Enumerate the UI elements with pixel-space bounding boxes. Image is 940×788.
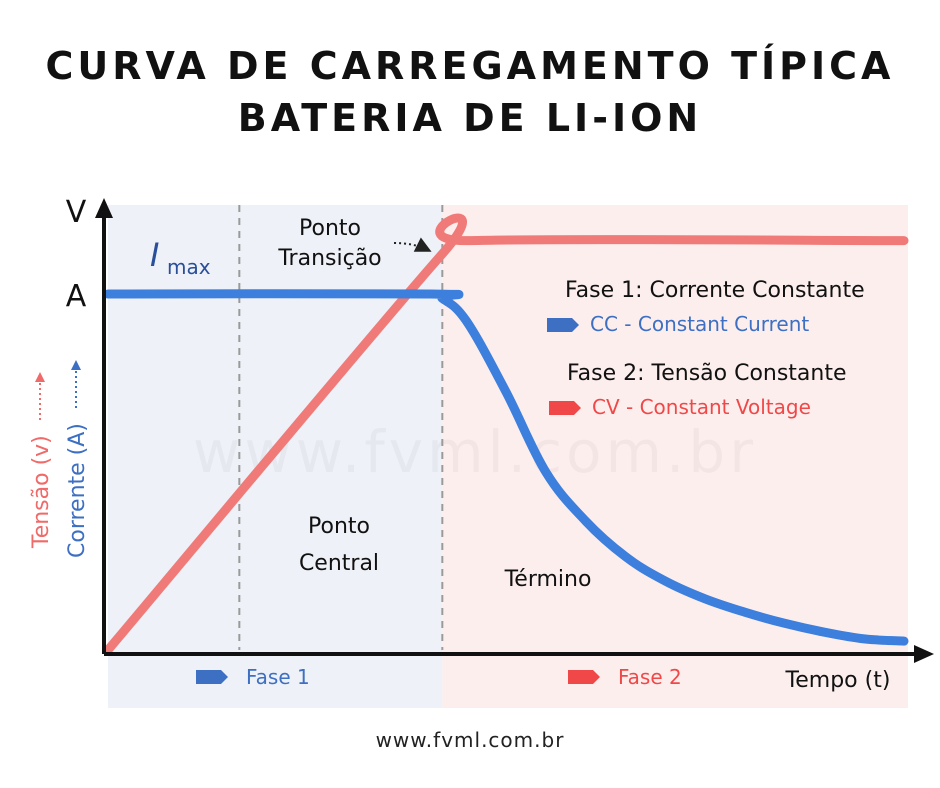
y-tick-current: A bbox=[66, 279, 87, 314]
legend-phase2-title: Fase 2: Tensão Constante bbox=[567, 361, 847, 386]
fase1-arrow-icon bbox=[196, 670, 228, 684]
fase1-label: Fase 1 bbox=[246, 665, 310, 689]
fase2-arrow-icon bbox=[568, 670, 600, 684]
central-label-line2: Central bbox=[299, 551, 379, 576]
current-series-line bbox=[103, 289, 909, 646]
phase2-background bbox=[442, 205, 908, 708]
imax-symbol: I bbox=[150, 236, 159, 274]
legend-cv-arrow-icon bbox=[549, 401, 581, 415]
footer-url: www.fvml.com.br bbox=[375, 728, 565, 752]
y-label-voltage-group: Tensão (v) bbox=[29, 372, 54, 549]
y-tick-voltage: V bbox=[66, 195, 87, 230]
legend-phase1-sub: CC - Constant Current bbox=[590, 312, 809, 336]
y-label-voltage: Tensão (v) bbox=[29, 435, 54, 549]
current-dotted-arrowhead bbox=[71, 360, 81, 370]
voltage-dotted-arrowhead bbox=[35, 372, 45, 382]
legend-phase2-sub: CV - Constant Voltage bbox=[592, 395, 811, 419]
y-axis-arrowhead bbox=[95, 198, 113, 218]
x-axis-label: Tempo (t) bbox=[785, 668, 891, 693]
voltage-series-line bbox=[103, 213, 909, 655]
y-label-current: Corrente (A) bbox=[65, 423, 90, 558]
termino-label: Término bbox=[504, 567, 592, 592]
transition-label-line1: Ponto bbox=[299, 216, 361, 241]
transition-label-line2: Transição bbox=[277, 246, 381, 271]
imax-subscript: max bbox=[167, 255, 211, 279]
chart-title-line1: CURVA DE CARREGAMENTO TÍPICA bbox=[45, 44, 895, 88]
fase2-label: Fase 2 bbox=[618, 665, 682, 689]
chart-title-line2: BATERIA DE LI-ION bbox=[237, 96, 703, 140]
legend-cc-arrow-icon bbox=[547, 318, 579, 332]
y-label-current-group: Corrente (A) bbox=[65, 360, 90, 558]
central-label-line1: Ponto bbox=[308, 514, 370, 539]
legend-phase1-title: Fase 1: Corrente Constante bbox=[565, 278, 865, 303]
x-axis-arrowhead bbox=[914, 645, 934, 663]
